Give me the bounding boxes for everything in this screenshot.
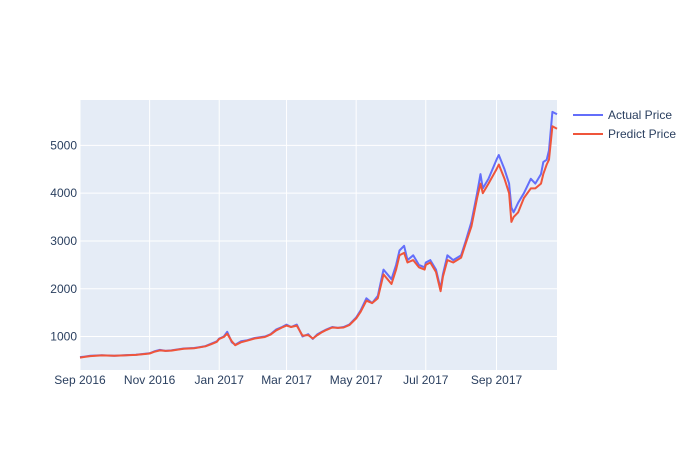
x-tick-label: Sep 2017 — [471, 373, 523, 387]
x-tick-label: Mar 2017 — [261, 373, 312, 387]
legend-label: Predict Price — [608, 127, 676, 141]
x-tick-label: May 2017 — [330, 373, 383, 387]
x-tick-label: Jul 2017 — [403, 373, 449, 387]
y-tick-label: 3000 — [50, 234, 77, 248]
series-lines — [79, 110, 558, 359]
plot-background — [80, 100, 557, 370]
grid-lines — [79, 100, 557, 370]
legend-item[interactable]: Actual Price — [573, 108, 672, 122]
x-tick-label: Sep 2016 — [54, 373, 106, 387]
y-axis-ticks: 1000 2000 3000 4000 5000 — [50, 138, 77, 343]
series-line-predict-price — [79, 125, 558, 359]
legend[interactable]: Actual Price Predict Price — [573, 108, 676, 141]
x-tick-label: Nov 2016 — [124, 373, 176, 387]
x-tick-label: Jan 2017 — [195, 373, 245, 387]
y-tick-label: 2000 — [50, 282, 77, 296]
legend-label: Actual Price — [608, 108, 672, 122]
x-axis-ticks: Sep 2016 Nov 2016 Jan 2017 Mar 2017 May 2017… — [54, 373, 522, 387]
y-tick-label: 4000 — [50, 186, 77, 200]
legend-item[interactable]: Predict Price — [573, 127, 676, 141]
y-tick-label: 1000 — [50, 330, 77, 344]
y-tick-label: 5000 — [50, 138, 77, 152]
